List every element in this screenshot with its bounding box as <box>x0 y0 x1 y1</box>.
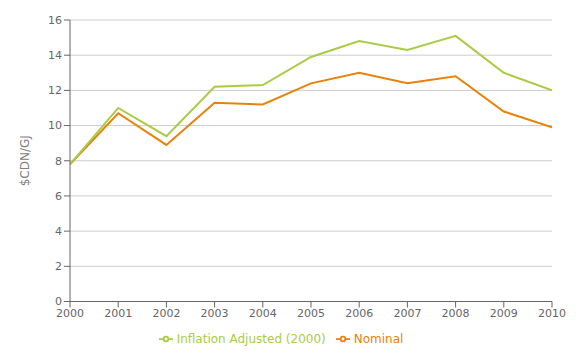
svg-text:4: 4 <box>55 225 62 238</box>
svg-text:2008: 2008 <box>442 307 470 320</box>
svg-text:2007: 2007 <box>393 307 421 320</box>
svg-text:0: 0 <box>55 295 62 308</box>
svg-text:2: 2 <box>55 260 62 273</box>
html-text:Inflation Adjusted (2000): Inflation Adjusted (2000) <box>176 331 326 346</box>
svg-text:10: 10 <box>48 119 62 132</box>
svg-text:16: 16 <box>48 14 62 27</box>
svg-text:2001: 2001 <box>104 307 132 320</box>
svg-text:2002: 2002 <box>152 307 180 320</box>
svg-text:2005: 2005 <box>297 307 325 320</box>
svg-text:2000: 2000 <box>56 307 84 320</box>
svg-text:2004: 2004 <box>249 307 277 320</box>
svg-text:2003: 2003 <box>201 307 229 320</box>
svg-text:2009: 2009 <box>490 307 518 320</box>
svg-text:14: 14 <box>48 49 62 62</box>
svg-text:8: 8 <box>55 155 62 168</box>
svg-text:2006: 2006 <box>345 307 373 320</box>
svg-text:12: 12 <box>48 84 62 97</box>
svg-text:2010: 2010 <box>538 307 566 320</box>
html-text:Nominal: Nominal <box>353 331 404 346</box>
svg-text:$CDN/GJ: $CDN/GJ <box>18 135 32 186</box>
svg-text:6: 6 <box>55 190 62 203</box>
